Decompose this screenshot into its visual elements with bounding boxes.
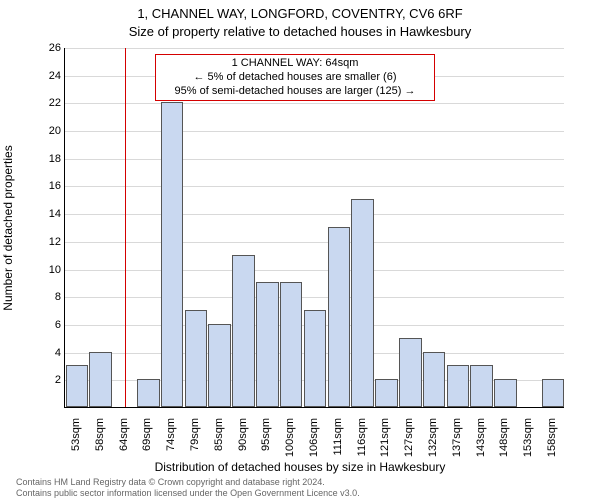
y-tick-label: 10 [45,264,61,276]
x-tick-label: 74sqm [165,418,177,468]
y-tick-label: 2 [45,374,61,386]
bar [447,365,470,407]
gridline [65,131,564,132]
bar [351,199,374,407]
y-tick-label: 16 [45,180,61,192]
bar [423,352,446,407]
bar [137,379,160,407]
x-tick-label: 90sqm [237,418,249,468]
gridline [65,48,564,49]
x-tick-label: 132sqm [427,418,439,468]
gridline [65,297,564,298]
bar [280,282,303,407]
gridline [65,214,564,215]
chart-title-line1: 1, CHANNEL WAY, LONGFORD, COVENTRY, CV6 … [0,6,600,21]
footer-line2: Contains public sector information licen… [16,488,360,498]
bar [66,365,89,407]
y-tick-label: 6 [45,319,61,331]
bar [89,352,112,407]
x-tick-label: 111sqm [332,418,344,468]
bar [256,282,279,407]
x-tick-label: 121sqm [379,418,391,468]
bar [208,324,231,407]
x-axis-label: Distribution of detached houses by size … [0,460,600,474]
gridline [65,242,564,243]
chart-title-line2: Size of property relative to detached ho… [0,24,600,39]
x-tick-label: 100sqm [284,418,296,468]
bar [470,365,493,407]
reference-line [125,48,126,407]
x-tick-label: 143sqm [475,418,487,468]
x-tick-label: 148sqm [498,418,510,468]
y-tick-label: 18 [45,153,61,165]
bar [232,255,255,407]
bar [328,227,351,407]
x-tick-label: 79sqm [189,418,201,468]
x-tick-label: 116sqm [356,418,368,468]
footer-line1: Contains HM Land Registry data © Crown c… [16,477,360,487]
bar [375,379,398,407]
x-tick-label: 137sqm [451,418,463,468]
x-tick-label: 58sqm [94,418,106,468]
y-tick-label: 26 [45,42,61,54]
y-tick-label: 24 [45,70,61,82]
x-tick-label: 64sqm [118,418,130,468]
x-tick-label: 158sqm [546,418,558,468]
plot-area: 1 CHANNEL WAY: 64sqm← 5% of detached hou… [64,48,564,408]
annotation-box: 1 CHANNEL WAY: 64sqm← 5% of detached hou… [155,54,435,101]
bar [494,379,517,407]
y-axis-label: Number of detached properties [1,145,15,310]
x-tick-label: 69sqm [141,418,153,468]
annotation-line: ← 5% of detached houses are smaller (6) [160,71,430,85]
y-tick-label: 12 [45,236,61,248]
y-tick-label: 4 [45,347,61,359]
gridline [65,270,564,271]
bar [542,379,565,407]
y-tick-label: 14 [45,208,61,220]
x-tick-label: 95sqm [260,418,272,468]
bar [399,338,422,407]
x-tick-label: 153sqm [522,418,534,468]
annotation-line: 1 CHANNEL WAY: 64sqm [160,57,430,71]
gridline [65,103,564,104]
gridline [65,186,564,187]
bar [304,310,327,407]
x-tick-label: 127sqm [403,418,415,468]
bar [185,310,208,407]
x-tick-label: 85sqm [213,418,225,468]
y-tick-label: 20 [45,125,61,137]
x-tick-label: 53sqm [70,418,82,468]
y-tick-label: 22 [45,97,61,109]
footer-attribution: Contains HM Land Registry data © Crown c… [16,477,360,498]
x-tick-label: 106sqm [308,418,320,468]
bar [161,102,184,407]
y-tick-label: 8 [45,291,61,303]
figure: 1, CHANNEL WAY, LONGFORD, COVENTRY, CV6 … [0,0,600,500]
annotation-line: 95% of semi-detached houses are larger (… [160,85,430,99]
gridline [65,159,564,160]
